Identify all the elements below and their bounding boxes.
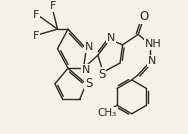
Text: S: S <box>98 68 106 81</box>
Text: N: N <box>106 33 115 43</box>
Text: N: N <box>85 42 93 52</box>
Text: S: S <box>85 77 92 90</box>
Text: F: F <box>50 1 56 11</box>
Text: F: F <box>33 31 39 41</box>
Text: NH: NH <box>144 39 161 49</box>
Text: F: F <box>33 10 39 20</box>
Text: O: O <box>139 10 149 23</box>
Text: N: N <box>148 56 157 66</box>
Text: N: N <box>81 64 90 75</box>
Text: CH₃: CH₃ <box>97 108 117 118</box>
